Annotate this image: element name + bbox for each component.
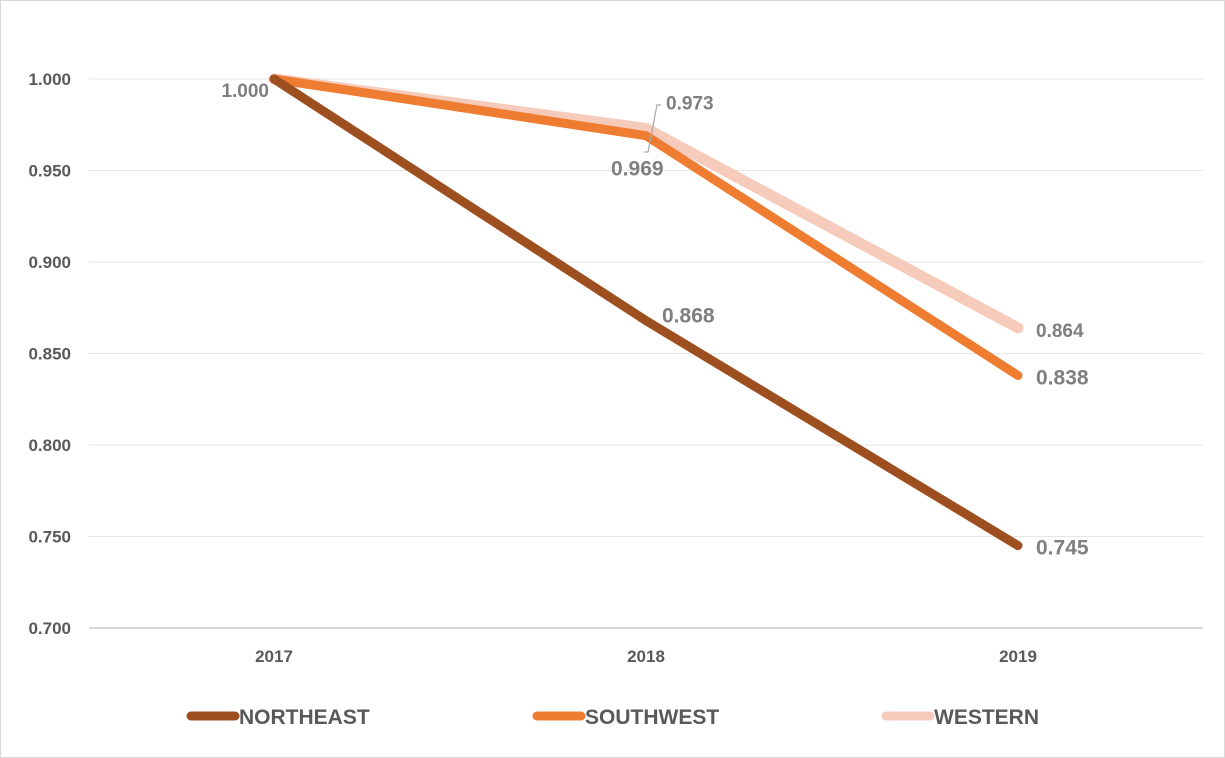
- y-tick-label: 0.950: [28, 162, 71, 181]
- legend-label-western: WESTERN: [934, 706, 1039, 729]
- y-tick-label: 0.700: [28, 619, 71, 638]
- y-axis: 0.700 0.750 0.800 0.850 0.900 0.950 1.000: [28, 70, 71, 638]
- data-labels: 1.000 0.868 0.745 0.969 0.838 0.973 0.864: [221, 81, 1088, 560]
- data-label-southwest: 0.838: [1036, 366, 1089, 389]
- y-tick-label: 0.900: [28, 253, 71, 272]
- legend-label-northeast: NORTHEAST: [239, 706, 370, 729]
- x-tick-label: 2019: [999, 647, 1037, 666]
- y-tick-label: 0.850: [28, 345, 71, 364]
- data-label-southwest: 0.969: [611, 158, 664, 181]
- legend: NORTHEAST SOUTHWEST WESTERN: [186, 706, 1039, 729]
- series-line-northeast: [269, 74, 1023, 551]
- data-label-northeast: 1.000: [221, 81, 269, 102]
- legend-label-southwest: SOUTHWEST: [585, 706, 719, 729]
- data-label-northeast: 0.868: [662, 305, 715, 328]
- leader-line: [644, 104, 661, 153]
- x-axis: 2017 2018 2019: [255, 647, 1037, 666]
- data-label-western: 0.864: [1036, 321, 1084, 342]
- x-tick-label: 2018: [627, 647, 665, 666]
- label-leader-lines: [644, 104, 661, 153]
- y-tick-label: 0.750: [28, 528, 71, 547]
- x-tick-label: 2017: [255, 647, 293, 666]
- data-label-northeast: 0.745: [1036, 537, 1089, 560]
- series-line-southwest: [269, 74, 1023, 380]
- series-line-western: [268, 73, 1024, 334]
- y-tick-label: 1.000: [28, 70, 71, 89]
- y-tick-label: 0.800: [28, 436, 71, 455]
- series-lines: [268, 73, 1024, 551]
- data-label-western: 0.973: [666, 93, 714, 114]
